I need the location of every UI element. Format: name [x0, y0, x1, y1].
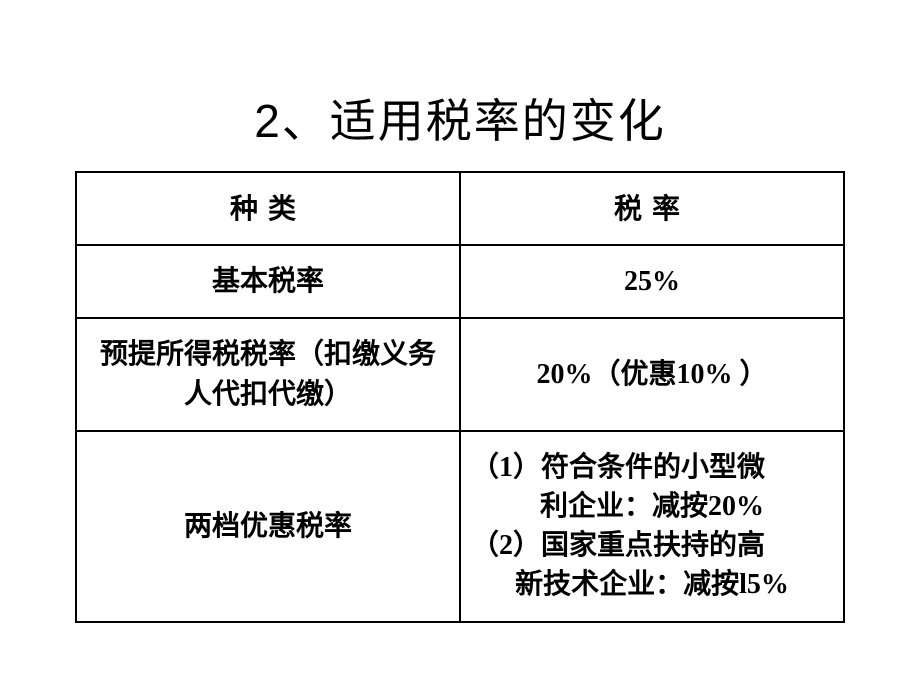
rate-line: （2）国家重点扶持的高: [471, 526, 833, 565]
rate-cell-multiline: （1）符合条件的小型微 利企业：减按20% （2）国家重点扶持的高 新技术企业：…: [460, 431, 844, 622]
rate-line: （1）符合条件的小型微: [471, 448, 833, 487]
rate-cell: 20%（优惠10% ）: [460, 318, 844, 430]
table-row: 两档优惠税率 （1）符合条件的小型微 利企业：减按20% （2）国家重点扶持的高…: [76, 431, 844, 622]
slide-title: 2、适用税率的变化: [254, 85, 666, 151]
header-rate: 税率: [460, 172, 844, 245]
rate-line: 新技术企业：减按l5%: [471, 565, 833, 604]
tax-rate-table: 种类 税率 基本税率 25% 预提所得税税率（扣缴义务人代扣代缴） 20%（优惠…: [75, 171, 845, 623]
rate-cell: 25%: [460, 245, 844, 318]
rate-line: 利企业：减按20%: [471, 487, 833, 526]
category-cell: 两档优惠税率: [76, 431, 460, 622]
table-row: 基本税率 25%: [76, 245, 844, 318]
header-category: 种类: [76, 172, 460, 245]
table-header-row: 种类 税率: [76, 172, 844, 245]
category-cell: 基本税率: [76, 245, 460, 318]
category-cell: 预提所得税税率（扣缴义务人代扣代缴）: [76, 318, 460, 430]
table-row: 预提所得税税率（扣缴义务人代扣代缴） 20%（优惠10% ）: [76, 318, 844, 430]
